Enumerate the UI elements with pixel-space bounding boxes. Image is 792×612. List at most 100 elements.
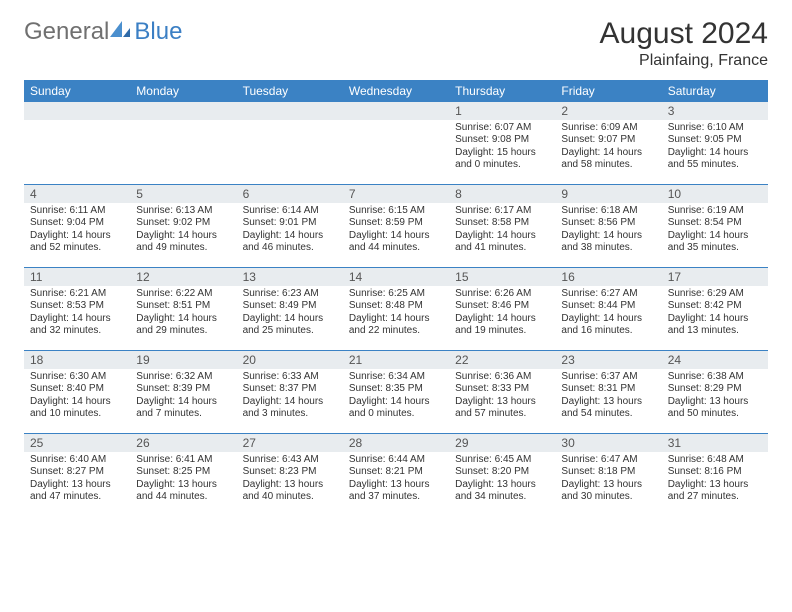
day-number: 31: [662, 434, 768, 452]
sunrise-text: Sunrise: 6:37 AM: [561, 371, 655, 384]
day-cell: 17Sunrise: 6:29 AMSunset: 8:42 PMDayligh…: [662, 268, 768, 350]
day-cell: 3Sunrise: 6:10 AMSunset: 9:05 PMDaylight…: [662, 102, 768, 184]
day-cell: 22Sunrise: 6:36 AMSunset: 8:33 PMDayligh…: [449, 351, 555, 433]
weekday-thursday: Thursday: [449, 80, 555, 102]
weekday-saturday: Saturday: [662, 80, 768, 102]
sunset-text: Sunset: 8:42 PM: [668, 300, 762, 313]
calendar: Sunday Monday Tuesday Wednesday Thursday…: [24, 80, 768, 516]
day-cell: [24, 102, 130, 184]
day-number: 21: [343, 351, 449, 369]
day-content: Sunrise: 6:36 AMSunset: 8:33 PMDaylight:…: [449, 369, 555, 424]
sunset-text: Sunset: 8:35 PM: [349, 383, 443, 396]
sunrise-text: Sunrise: 6:23 AM: [243, 288, 337, 301]
day-content: Sunrise: 6:09 AMSunset: 9:07 PMDaylight:…: [555, 120, 661, 175]
week-row: 18Sunrise: 6:30 AMSunset: 8:40 PMDayligh…: [24, 350, 768, 433]
day-number: 30: [555, 434, 661, 452]
day-number: 6: [237, 185, 343, 203]
day-cell: 25Sunrise: 6:40 AMSunset: 8:27 PMDayligh…: [24, 434, 130, 516]
daylight-text: Daylight: 13 hours and 27 minutes.: [668, 479, 762, 504]
day-number: 10: [662, 185, 768, 203]
day-number: 18: [24, 351, 130, 369]
day-cell: 30Sunrise: 6:47 AMSunset: 8:18 PMDayligh…: [555, 434, 661, 516]
title-month: August 2024: [600, 18, 768, 50]
day-number: 3: [662, 102, 768, 120]
day-number: 11: [24, 268, 130, 286]
day-cell: 28Sunrise: 6:44 AMSunset: 8:21 PMDayligh…: [343, 434, 449, 516]
sunrise-text: Sunrise: 6:22 AM: [136, 288, 230, 301]
day-number: 1: [449, 102, 555, 120]
day-number: 22: [449, 351, 555, 369]
sunrise-text: Sunrise: 6:27 AM: [561, 288, 655, 301]
daylight-text: Daylight: 14 hours and 49 minutes.: [136, 230, 230, 255]
sunrise-text: Sunrise: 6:34 AM: [349, 371, 443, 384]
daylight-text: Daylight: 14 hours and 25 minutes.: [243, 313, 337, 338]
sunrise-text: Sunrise: 6:25 AM: [349, 288, 443, 301]
day-cell: [130, 102, 236, 184]
day-number: 2: [555, 102, 661, 120]
sunrise-text: Sunrise: 6:40 AM: [30, 454, 124, 467]
sunset-text: Sunset: 9:05 PM: [668, 134, 762, 147]
day-content: Sunrise: 6:10 AMSunset: 9:05 PMDaylight:…: [662, 120, 768, 175]
sunset-text: Sunset: 8:58 PM: [455, 217, 549, 230]
day-number: 14: [343, 268, 449, 286]
day-cell: 31Sunrise: 6:48 AMSunset: 8:16 PMDayligh…: [662, 434, 768, 516]
sunrise-text: Sunrise: 6:17 AM: [455, 205, 549, 218]
day-number: 27: [237, 434, 343, 452]
day-cell: 11Sunrise: 6:21 AMSunset: 8:53 PMDayligh…: [24, 268, 130, 350]
daylight-text: Daylight: 14 hours and 38 minutes.: [561, 230, 655, 255]
weekday-header-row: Sunday Monday Tuesday Wednesday Thursday…: [24, 80, 768, 102]
day-content: Sunrise: 6:14 AMSunset: 9:01 PMDaylight:…: [237, 203, 343, 258]
day-content: Sunrise: 6:27 AMSunset: 8:44 PMDaylight:…: [555, 286, 661, 341]
sunrise-text: Sunrise: 6:15 AM: [349, 205, 443, 218]
sunrise-text: Sunrise: 6:38 AM: [668, 371, 762, 384]
daylight-text: Daylight: 14 hours and 7 minutes.: [136, 396, 230, 421]
sunrise-text: Sunrise: 6:44 AM: [349, 454, 443, 467]
day-content: Sunrise: 6:45 AMSunset: 8:20 PMDaylight:…: [449, 452, 555, 507]
daylight-text: Daylight: 14 hours and 3 minutes.: [243, 396, 337, 421]
day-cell: [237, 102, 343, 184]
day-content: Sunrise: 6:33 AMSunset: 8:37 PMDaylight:…: [237, 369, 343, 424]
day-cell: 14Sunrise: 6:25 AMSunset: 8:48 PMDayligh…: [343, 268, 449, 350]
day-cell: 29Sunrise: 6:45 AMSunset: 8:20 PMDayligh…: [449, 434, 555, 516]
day-content: Sunrise: 6:15 AMSunset: 8:59 PMDaylight:…: [343, 203, 449, 258]
sunrise-text: Sunrise: 6:41 AM: [136, 454, 230, 467]
day-number: 20: [237, 351, 343, 369]
day-content: Sunrise: 6:11 AMSunset: 9:04 PMDaylight:…: [24, 203, 130, 258]
sunrise-text: Sunrise: 6:48 AM: [668, 454, 762, 467]
day-number: 29: [449, 434, 555, 452]
weekday-sunday: Sunday: [24, 80, 130, 102]
daylight-text: Daylight: 14 hours and 13 minutes.: [668, 313, 762, 338]
day-number: [24, 102, 130, 120]
day-cell: 15Sunrise: 6:26 AMSunset: 8:46 PMDayligh…: [449, 268, 555, 350]
day-content: Sunrise: 6:48 AMSunset: 8:16 PMDaylight:…: [662, 452, 768, 507]
day-content: Sunrise: 6:40 AMSunset: 8:27 PMDaylight:…: [24, 452, 130, 507]
day-content: Sunrise: 6:38 AMSunset: 8:29 PMDaylight:…: [662, 369, 768, 424]
sunset-text: Sunset: 9:02 PM: [136, 217, 230, 230]
sunrise-text: Sunrise: 6:36 AM: [455, 371, 549, 384]
sunset-text: Sunset: 9:07 PM: [561, 134, 655, 147]
day-content: Sunrise: 6:43 AMSunset: 8:23 PMDaylight:…: [237, 452, 343, 507]
daylight-text: Daylight: 14 hours and 55 minutes.: [668, 147, 762, 172]
day-content: Sunrise: 6:44 AMSunset: 8:21 PMDaylight:…: [343, 452, 449, 507]
day-cell: 1Sunrise: 6:07 AMSunset: 9:08 PMDaylight…: [449, 102, 555, 184]
day-content: Sunrise: 6:17 AMSunset: 8:58 PMDaylight:…: [449, 203, 555, 258]
day-content: Sunrise: 6:37 AMSunset: 8:31 PMDaylight:…: [555, 369, 661, 424]
sunrise-text: Sunrise: 6:10 AM: [668, 122, 762, 135]
daylight-text: Daylight: 15 hours and 0 minutes.: [455, 147, 549, 172]
day-cell: 27Sunrise: 6:43 AMSunset: 8:23 PMDayligh…: [237, 434, 343, 516]
daylight-text: Daylight: 14 hours and 58 minutes.: [561, 147, 655, 172]
day-content: Sunrise: 6:29 AMSunset: 8:42 PMDaylight:…: [662, 286, 768, 341]
sunrise-text: Sunrise: 6:14 AM: [243, 205, 337, 218]
daylight-text: Daylight: 14 hours and 41 minutes.: [455, 230, 549, 255]
day-cell: 18Sunrise: 6:30 AMSunset: 8:40 PMDayligh…: [24, 351, 130, 433]
day-number: [343, 102, 449, 120]
sunset-text: Sunset: 8:16 PM: [668, 466, 762, 479]
day-content: Sunrise: 6:41 AMSunset: 8:25 PMDaylight:…: [130, 452, 236, 507]
sunset-text: Sunset: 8:48 PM: [349, 300, 443, 313]
sunset-text: Sunset: 8:18 PM: [561, 466, 655, 479]
sunrise-text: Sunrise: 6:32 AM: [136, 371, 230, 384]
logo-sail-icon: [110, 18, 132, 46]
daylight-text: Daylight: 14 hours and 0 minutes.: [349, 396, 443, 421]
day-content: Sunrise: 6:07 AMSunset: 9:08 PMDaylight:…: [449, 120, 555, 175]
logo: General Blue: [24, 18, 182, 46]
